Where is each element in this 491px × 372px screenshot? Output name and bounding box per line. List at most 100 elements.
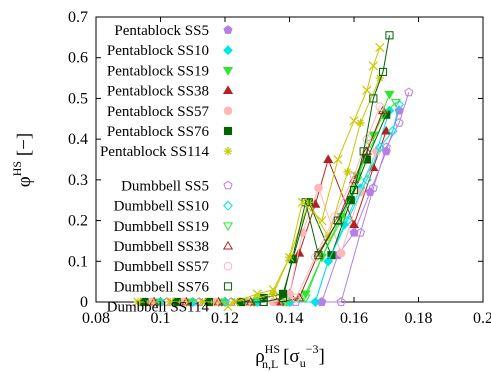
x-tick-label: 0.1 bbox=[151, 310, 171, 327]
data-point bbox=[248, 298, 260, 308]
data-point bbox=[165, 297, 175, 307]
data-point bbox=[223, 25, 233, 34]
data-point bbox=[368, 183, 378, 192]
y-tick-label: 0.4 bbox=[68, 131, 88, 148]
data-point bbox=[223, 106, 233, 116]
data-point bbox=[152, 298, 163, 308]
data-point bbox=[223, 301, 233, 312]
data-point bbox=[387, 126, 398, 136]
data-point bbox=[223, 180, 233, 190]
x-tick-label: 0.08 bbox=[82, 310, 110, 327]
data-point bbox=[381, 125, 392, 135]
data-point bbox=[278, 293, 288, 302]
legend-label: Pentablock SS19 bbox=[107, 63, 209, 79]
y-tick-label: 0.2 bbox=[68, 213, 88, 230]
data-point bbox=[297, 197, 308, 207]
legend-label: Pentablock SS10 bbox=[107, 43, 209, 59]
x-tick-label: 0.14 bbox=[276, 310, 304, 327]
series-layer bbox=[133, 31, 414, 308]
data-point bbox=[223, 261, 233, 271]
data-point bbox=[222, 66, 234, 76]
legend-label: Dumbbell SS114 bbox=[107, 300, 210, 316]
data-point bbox=[314, 251, 323, 260]
y-axis-label: φHS [−] bbox=[10, 133, 35, 187]
legend-label: Dumbbell SS76 bbox=[114, 279, 210, 295]
data-point bbox=[294, 247, 305, 257]
data-point bbox=[333, 154, 343, 165]
data-point bbox=[300, 294, 311, 304]
data-point bbox=[223, 282, 233, 291]
y-tick-label: 0.1 bbox=[68, 253, 88, 270]
y-tick-label: 0.3 bbox=[68, 172, 88, 189]
data-point bbox=[375, 42, 385, 53]
data-point bbox=[259, 297, 268, 307]
legend-label: Dumbbell SS38 bbox=[114, 239, 209, 255]
legend-label: Pentablock SS114 bbox=[100, 144, 210, 160]
data-point bbox=[269, 289, 278, 299]
data-point bbox=[333, 216, 342, 225]
data-point bbox=[181, 296, 192, 306]
data-point bbox=[323, 154, 334, 163]
series-line bbox=[137, 47, 381, 303]
data-point bbox=[310, 297, 321, 307]
data-point bbox=[349, 116, 359, 126]
data-point bbox=[222, 85, 234, 95]
data-point bbox=[314, 183, 323, 193]
data-point bbox=[404, 87, 414, 97]
legend-label: Pentablock SS5 bbox=[114, 23, 209, 39]
y-tick-label: 0.7 bbox=[68, 9, 88, 26]
data-point bbox=[252, 289, 262, 299]
data-point bbox=[390, 99, 401, 108]
legend-label: Dumbbell SS19 bbox=[114, 219, 209, 235]
data-point bbox=[197, 297, 208, 307]
data-point bbox=[184, 298, 195, 308]
data-point bbox=[359, 147, 368, 156]
data-point bbox=[291, 293, 301, 303]
data-point bbox=[375, 73, 384, 83]
data-point bbox=[349, 185, 359, 195]
data-point bbox=[155, 297, 166, 307]
data-point bbox=[223, 126, 233, 136]
legend-label: Dumbbell SS5 bbox=[121, 178, 209, 194]
legend-label: Dumbbell SS57 bbox=[114, 259, 210, 275]
y-tick-label: 0.6 bbox=[68, 50, 88, 67]
data-point bbox=[133, 297, 143, 307]
legend-label: Pentablock SS57 bbox=[107, 104, 210, 120]
x-tick-label: 0.12 bbox=[211, 310, 239, 327]
y-tick-label: 0 bbox=[80, 294, 88, 311]
legend-label: Pentablock SS38 bbox=[107, 84, 209, 100]
data-point bbox=[268, 285, 278, 295]
data-point bbox=[369, 94, 378, 103]
legend-label: Pentablock SS76 bbox=[107, 124, 210, 140]
data-point bbox=[378, 67, 388, 77]
data-point bbox=[375, 102, 385, 111]
x-axis-label: ρHS n,L [σu−3] bbox=[255, 342, 325, 371]
data-point bbox=[394, 118, 404, 127]
data-point bbox=[336, 248, 346, 258]
data-point bbox=[294, 292, 305, 302]
x-tick-label: 0.16 bbox=[340, 310, 368, 327]
data-point bbox=[223, 45, 233, 56]
x-tick-label: 0.2 bbox=[473, 310, 491, 327]
data-point bbox=[394, 99, 405, 110]
x-tick-label: 0.18 bbox=[405, 310, 433, 327]
data-point bbox=[269, 297, 278, 307]
data-point bbox=[355, 227, 366, 237]
series-13 bbox=[133, 42, 385, 307]
data-point bbox=[237, 297, 246, 307]
y-tick-label: 0.5 bbox=[68, 90, 88, 107]
data-point bbox=[223, 200, 233, 211]
legend-label: Dumbbell SS10 bbox=[114, 199, 209, 215]
data-point bbox=[323, 256, 334, 267]
data-point bbox=[368, 61, 378, 71]
data-point bbox=[336, 297, 346, 306]
data-point bbox=[222, 240, 234, 250]
data-point bbox=[384, 90, 395, 100]
data-point bbox=[213, 296, 224, 306]
data-point bbox=[343, 167, 352, 176]
data-point bbox=[374, 142, 385, 153]
ticks: 0.08 0.1 0.12 0.14 0.16 0.18 0.2 0 0.1 0.2 0.3 0.4 0… bbox=[68, 9, 491, 327]
data-point bbox=[187, 297, 198, 307]
data-point bbox=[220, 297, 230, 307]
